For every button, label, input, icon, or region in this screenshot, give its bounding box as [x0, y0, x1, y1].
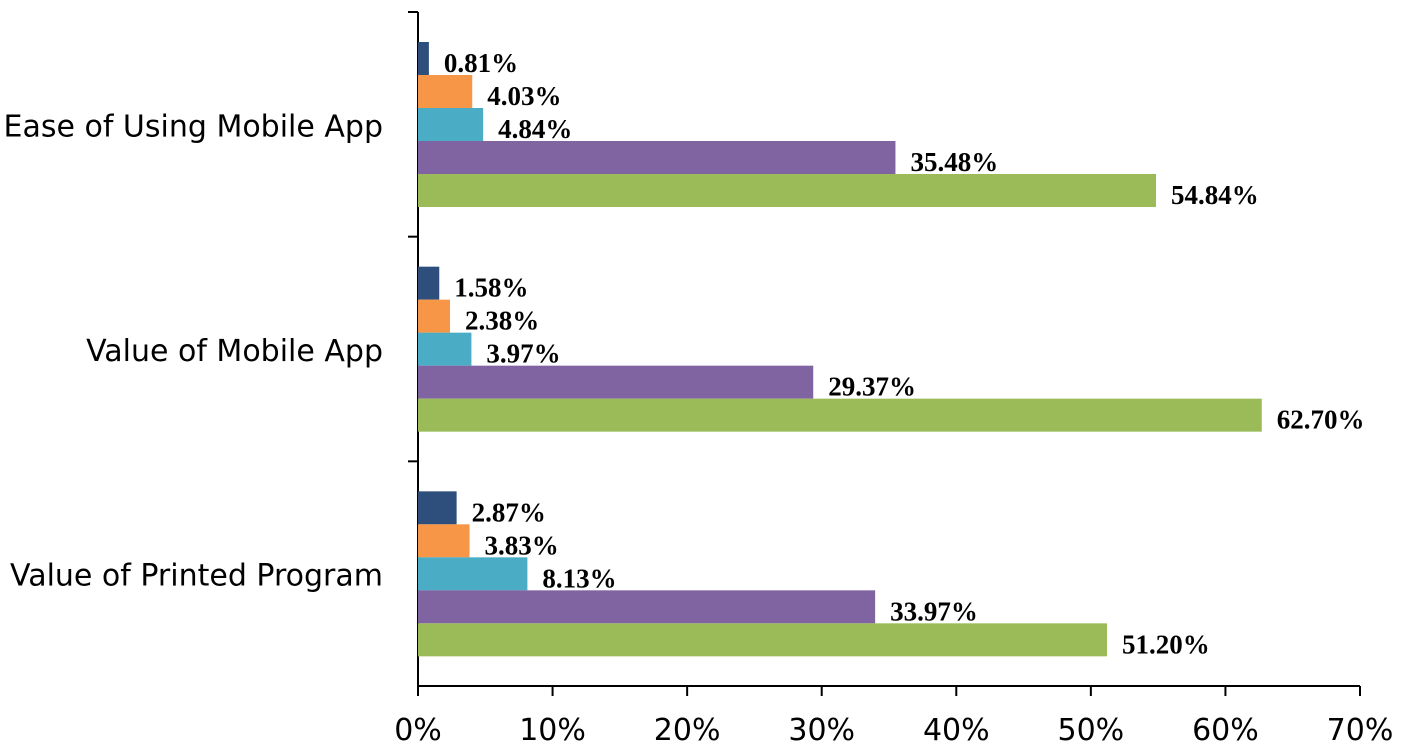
bar [418, 623, 1108, 657]
y-tick-label: Value of Mobile App [86, 334, 383, 369]
x-tick-label: 50% [1058, 713, 1125, 748]
bar [418, 108, 484, 141]
bar [418, 42, 429, 75]
bar [418, 299, 451, 333]
value-label: 35.48% [910, 147, 998, 177]
x-tick-label: 0% [394, 713, 442, 748]
value-label: 4.03% [487, 81, 561, 111]
x-tick-label: 40% [923, 713, 990, 748]
value-label: 33.97% [890, 596, 978, 626]
value-label: 29.37% [828, 372, 916, 402]
bar [418, 557, 528, 591]
bar [418, 266, 440, 300]
bar [418, 398, 1262, 432]
bar [418, 524, 470, 558]
bar [418, 141, 896, 174]
value-label: 2.38% [465, 306, 539, 336]
value-label: 54.84% [1171, 180, 1259, 210]
bar [418, 365, 814, 399]
bar [418, 590, 876, 624]
value-label: 0.81% [444, 48, 518, 78]
value-label: 8.13% [542, 563, 616, 593]
value-label: 51.20% [1122, 629, 1210, 659]
y-tick-label: Ease of Using Mobile App [4, 109, 383, 144]
value-label: 3.97% [486, 339, 560, 369]
bar [418, 332, 472, 366]
value-label: 1.58% [454, 273, 528, 303]
x-tick-label: 20% [654, 713, 721, 748]
bar [418, 491, 457, 525]
x-tick-label: 10% [519, 713, 586, 748]
value-label: 2.87% [472, 497, 546, 527]
x-tick-label: 30% [788, 713, 855, 748]
x-tick-label: 70% [1327, 713, 1394, 748]
bar [418, 75, 473, 108]
value-label: 4.84% [498, 114, 572, 144]
x-tick-label: 60% [1192, 713, 1259, 748]
y-tick-label: Value of Printed Program [10, 559, 383, 594]
value-label: 3.83% [485, 530, 559, 560]
value-label: 62.70% [1277, 405, 1365, 435]
bar [418, 174, 1156, 207]
